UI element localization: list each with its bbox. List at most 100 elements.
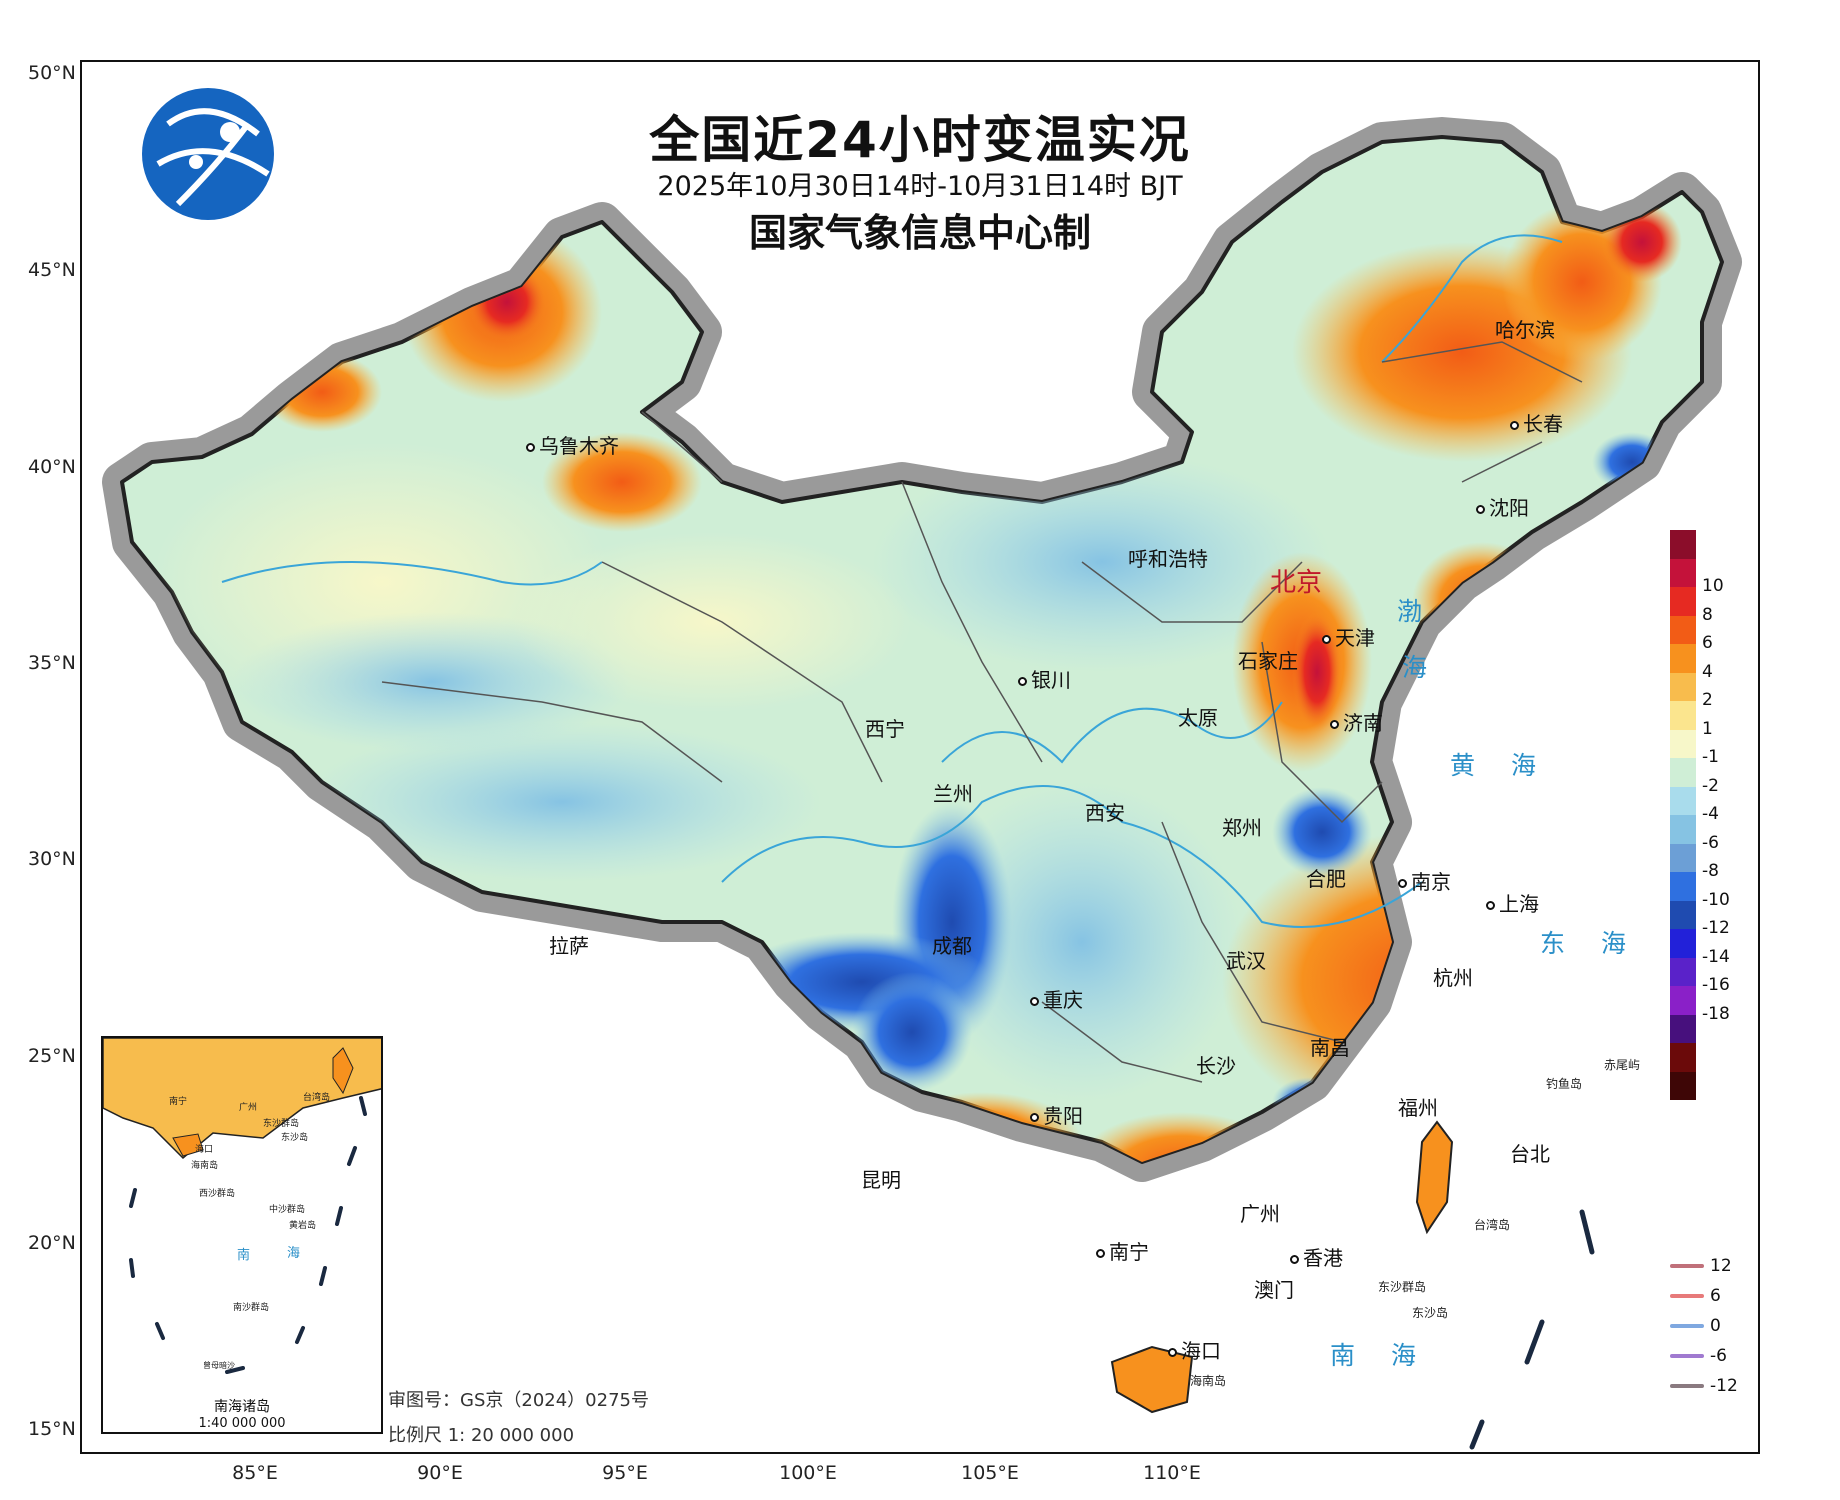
inset-label-guangzhou: 广州: [239, 1103, 258, 1113]
legend-label: 4: [1702, 661, 1713, 682]
city-harbin: 哈尔滨: [1495, 318, 1555, 342]
legend-swatch: [1670, 900, 1696, 929]
legend-swatch: [1670, 786, 1696, 815]
legend-label: 2: [1702, 690, 1713, 710]
isoline-legend-row: 0: [1670, 1316, 1721, 1336]
city-guangzhou: 广州: [1240, 1202, 1280, 1226]
isoline-legend-label: 6: [1710, 1286, 1721, 1306]
city-changchun: 长春: [1510, 408, 1563, 437]
inset-label-xisha: 西沙群岛: [199, 1189, 236, 1199]
isoline-legend-row: 6: [1670, 1286, 1721, 1306]
city-shijiazhuang: 石家庄: [1238, 649, 1298, 673]
legend-label: 6: [1702, 633, 1713, 653]
city-lanzhou: 兰州: [933, 782, 973, 806]
longitude-label-110: 110°E: [1143, 1462, 1201, 1484]
longitude-label-90: 90°E: [417, 1462, 463, 1484]
sea-label-east-sea: 东 海: [1540, 929, 1640, 958]
legend-swatch: [1670, 872, 1696, 901]
longitude-label-105: 105°E: [961, 1462, 1019, 1484]
city-hongkong: 香港: [1290, 1242, 1343, 1271]
rivers: [221, 234, 1563, 928]
longitude-label-85: 85°E: [232, 1462, 278, 1484]
isoline-legend-label: 12: [1710, 1256, 1732, 1276]
south-china-sea-inset: 南宁 广州 台湾岛 东沙群岛 东沙岛 海口 海南岛 西沙群岛 中沙群岛 黄岩岛 …: [101, 1036, 383, 1434]
inset-label-zengmu: 曾母暗沙: [203, 1361, 235, 1370]
city-hohhot: 呼和浩特: [1128, 547, 1208, 571]
city-shanghai: 上海: [1486, 888, 1539, 917]
inset-label-sea-sea: 海: [287, 1246, 301, 1261]
legend-swatch: [1670, 1014, 1696, 1043]
nmic-logo-icon: [142, 88, 274, 220]
legend-label: 8: [1702, 604, 1713, 625]
city-nanjing: 南京: [1398, 866, 1451, 895]
city-chengdu: 成都: [932, 934, 972, 958]
island-label-chiwei: 赤尾屿: [1604, 1058, 1641, 1072]
legend-label: -16: [1702, 975, 1730, 995]
inset-title: 南海诸岛: [214, 1399, 270, 1415]
inset-label-zhongsha: 中沙群岛: [269, 1205, 306, 1215]
legend-swatch: [1670, 644, 1696, 673]
legend-label: 1: [1702, 718, 1713, 739]
latitude-label-35: 35°N: [28, 652, 76, 674]
city-haikou: 海口: [1168, 1335, 1221, 1364]
isoline-legend-row: 12: [1670, 1256, 1732, 1276]
city-macau: 澳门: [1254, 1278, 1294, 1302]
legend-swatch: [1670, 1071, 1696, 1100]
legend-label: 10: [1702, 576, 1724, 596]
city-zhengzhou: 郑州: [1222, 816, 1262, 840]
legend-label: -2: [1702, 775, 1719, 796]
city-beijing: 北京: [1270, 568, 1323, 598]
island-label-dongsha-islands: 东沙群岛: [1378, 1280, 1427, 1294]
isoline-legend-label: -12: [1710, 1376, 1738, 1396]
city-taipei: 台北: [1510, 1142, 1550, 1166]
inset-scale: 1:40 000 000: [198, 1416, 286, 1431]
legend-swatch: [1670, 729, 1696, 758]
inset-label-taiwan: 台湾岛: [303, 1093, 331, 1103]
city-tianjin: 天津: [1322, 622, 1375, 651]
city-kunming: 昆明: [861, 1168, 901, 1192]
isoline-legend-swatch: [1670, 1354, 1704, 1358]
island-label-dongsha: 东沙岛: [1412, 1306, 1449, 1320]
isoline-legend-row: -12: [1670, 1376, 1738, 1396]
city-guiyang: 贵阳: [1030, 1100, 1083, 1129]
legend-swatch: [1670, 758, 1696, 787]
legend-label: -18: [1702, 1003, 1730, 1024]
city-yinchuan: 银川: [1018, 664, 1071, 693]
latitude-label-30: 30°N: [28, 848, 76, 870]
map-title: 全国近24小时变温实况: [649, 111, 1191, 169]
city-jinan: 济南: [1330, 707, 1383, 736]
temperature-color-legend: [1670, 530, 1696, 1100]
legend-swatch: [1670, 615, 1696, 644]
map-scale: 比例尺 1: 20 000 000: [388, 1425, 575, 1446]
legend-swatch: [1670, 1043, 1696, 1072]
legend-label: -8: [1702, 861, 1719, 881]
hainan-island: [1110, 1345, 1194, 1414]
latitude-label-50: 50°N: [28, 62, 76, 84]
city-fuzhou: 福州: [1398, 1096, 1438, 1120]
city-xining: 西宁: [865, 717, 905, 741]
legend-label: -14: [1702, 946, 1730, 967]
legend-swatch: [1670, 558, 1696, 587]
city-shenyang: 沈阳: [1476, 492, 1529, 521]
legend-swatch: [1670, 530, 1696, 559]
inset-label-dongsha: 东沙岛: [281, 1133, 309, 1143]
isoline-legend-label: 0: [1710, 1316, 1721, 1336]
province-boundaries: [381, 341, 1583, 1083]
inset-label-dongsha-islands: 东沙群岛: [263, 1119, 300, 1129]
city-chongqing: 重庆: [1030, 984, 1083, 1013]
boundary-dash-lines: [1469, 1209, 1595, 1450]
latitude-label-40: 40°N: [28, 456, 76, 478]
isoline-legend-swatch: [1670, 1294, 1704, 1298]
inset-label-nanning: 南宁: [169, 1097, 188, 1107]
city-wuhan: 武汉: [1226, 949, 1266, 973]
inset-label-nansha: 南沙群岛: [233, 1303, 270, 1313]
inset-label-sea-south: 南: [237, 1248, 251, 1263]
city-taiyuan: 太原: [1178, 706, 1218, 730]
map-date-range: 2025年10月30日14时-10月31日14时 BJT: [657, 171, 1183, 202]
map-issuer: 国家气象信息中心制: [748, 211, 1091, 255]
legend-label: -10: [1702, 889, 1730, 910]
city-nanchang: 南昌: [1310, 1036, 1350, 1060]
legend-label: -1: [1702, 747, 1719, 767]
city-xian: 西安: [1085, 801, 1125, 825]
sea-label-bohai-2: 海: [1402, 653, 1442, 682]
